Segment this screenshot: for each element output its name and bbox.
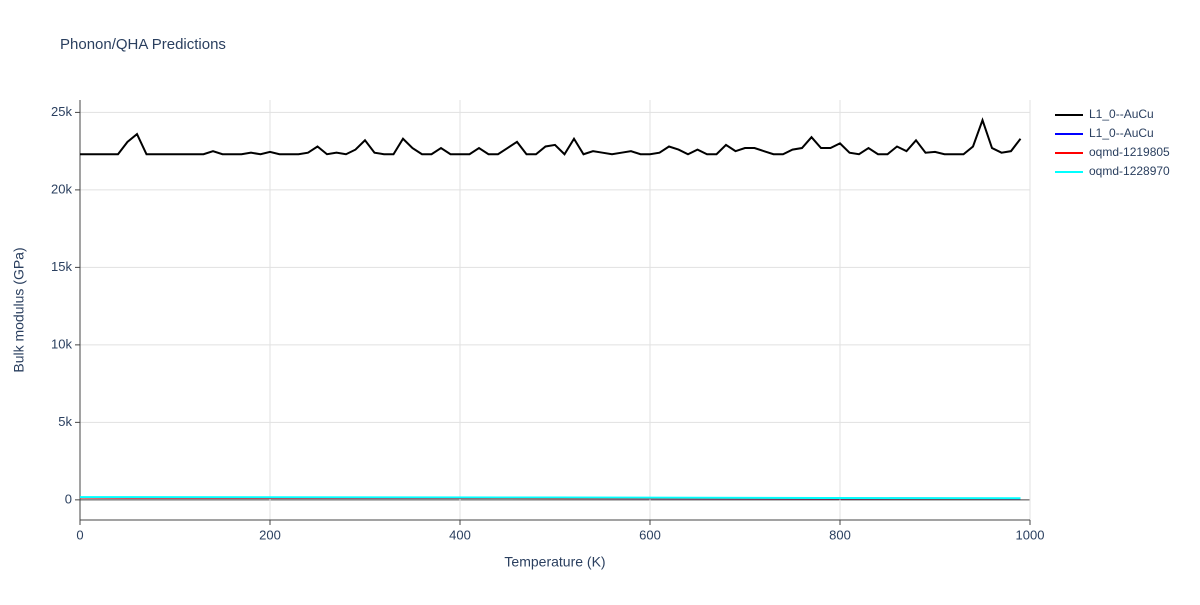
- y-tick-label: 0: [65, 491, 72, 506]
- x-tick-label: 800: [829, 527, 851, 542]
- x-tick-label: 600: [639, 527, 661, 542]
- legend-label: L1_0--AuCu: [1089, 126, 1154, 140]
- y-tick-label: 15k: [51, 259, 72, 274]
- legend-label: oqmd-1219805: [1089, 145, 1170, 159]
- x-tick-label: 200: [259, 527, 281, 542]
- y-tick-label: 10k: [51, 336, 72, 351]
- series-line: [80, 117, 1022, 156]
- y-tick-label: 20k: [51, 181, 72, 196]
- x-axis-title: Temperature (K): [504, 554, 605, 570]
- x-tick-label: 0: [76, 527, 83, 542]
- x-tick-label: 400: [449, 527, 471, 542]
- y-axis-title: Bulk modulus (GPa): [11, 247, 27, 372]
- chart-title: Phonon/QHA Predictions: [60, 36, 226, 53]
- y-tick-label: 25k: [51, 104, 72, 119]
- series-line: [79, 496, 1021, 500]
- y-tick-label: 5k: [58, 414, 72, 429]
- legend-label: L1_0--AuCu: [1089, 107, 1154, 121]
- legend-label: oqmd-1228970: [1089, 164, 1170, 178]
- x-tick-label: 1000: [1016, 527, 1045, 542]
